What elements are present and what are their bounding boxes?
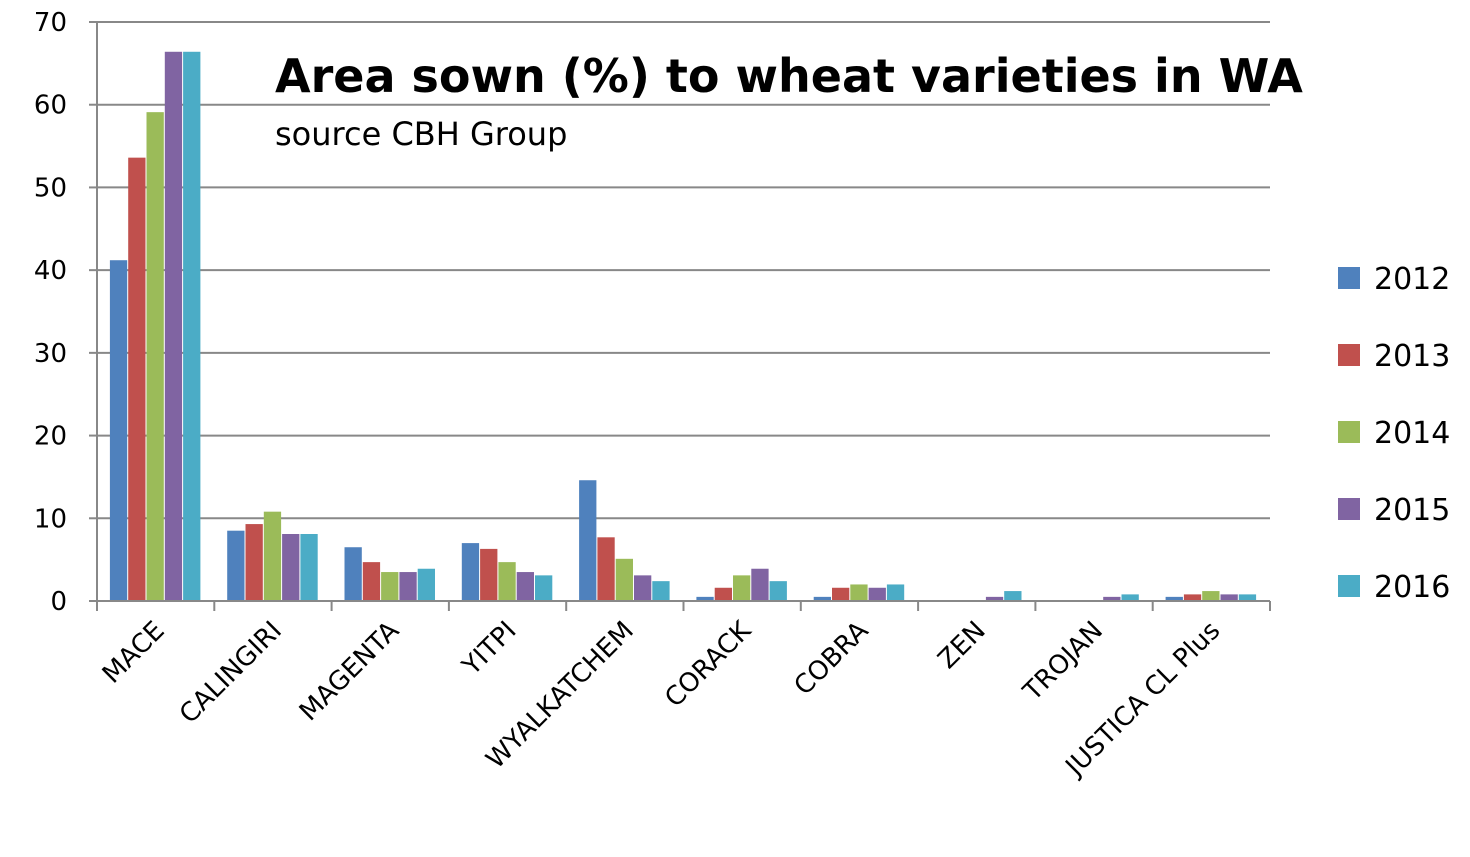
bar [227,530,245,601]
bar [615,558,633,601]
bar [832,587,850,601]
y-tick-label: 0 [50,587,67,617]
y-tick-label: 10 [34,504,67,534]
bar [597,537,615,601]
legend-swatch [1338,498,1360,520]
bar [498,562,516,601]
x-tick-label: TROJAN [1017,616,1109,708]
y-tick-label: 20 [34,422,67,452]
bar [480,548,498,601]
bar [1202,591,1220,601]
bar [733,575,751,601]
x-tick-label: ZEN [933,616,992,675]
bar [579,480,597,601]
bar [1103,596,1121,601]
legend-label: 2014 [1374,416,1450,451]
bar [751,568,769,601]
x-tick-label: MAGENTA [294,616,405,727]
x-tick-label: COBRA [789,616,875,702]
bar [696,596,714,601]
bar [417,568,435,601]
legend-swatch [1338,267,1360,289]
legend-swatch [1338,575,1360,597]
bar [1121,594,1139,601]
bar [633,575,652,601]
legend-swatch [1338,421,1360,443]
bar [534,575,553,601]
x-tick-label: YITPI [456,616,522,682]
y-tick-label: 40 [34,256,67,286]
bar [109,260,128,601]
legend-label: 2012 [1374,262,1450,297]
legend-label: 2015 [1374,493,1450,528]
bar [381,572,399,601]
x-tick-label: MACE [97,616,171,690]
bar [886,584,905,601]
bar [850,584,868,601]
y-tick-label: 60 [34,91,67,121]
bar [128,157,146,601]
x-tick-label: CALINGIRI [174,616,288,730]
bar [282,534,300,601]
bar [399,572,417,601]
bar [362,562,381,601]
bar [985,596,1004,601]
y-tick-label: 70 [34,8,67,38]
bar [1165,596,1183,601]
bar [1220,594,1238,601]
bar [263,511,282,601]
bar [1004,591,1022,601]
legend-label: 2016 [1374,570,1450,605]
bar [300,534,318,601]
bar [344,547,362,601]
bar [516,572,534,601]
bar [1183,594,1202,601]
chart-subtitle: source CBH Group [275,115,567,153]
y-tick-label: 50 [34,173,67,203]
bar [714,587,733,601]
legend-label: 2013 [1374,339,1450,374]
legend-swatch [1338,344,1360,366]
y-tick-label: 30 [34,339,67,369]
bar [461,543,480,601]
bar [245,524,263,601]
bar [868,587,886,601]
bar [1238,594,1257,601]
bar [183,51,201,601]
bar [164,51,183,601]
bar [813,596,832,601]
bar [146,112,164,601]
bar [652,581,670,601]
plot: 0 10 20 30 40 50 60 70 MACE CALINGIRI MAGENTA YITPI… [34,8,1450,783]
x-tick-label: CORACK [659,615,757,713]
chart-title: Area sown (%) to wheat varieties in WA [275,49,1303,103]
bar [769,581,787,601]
